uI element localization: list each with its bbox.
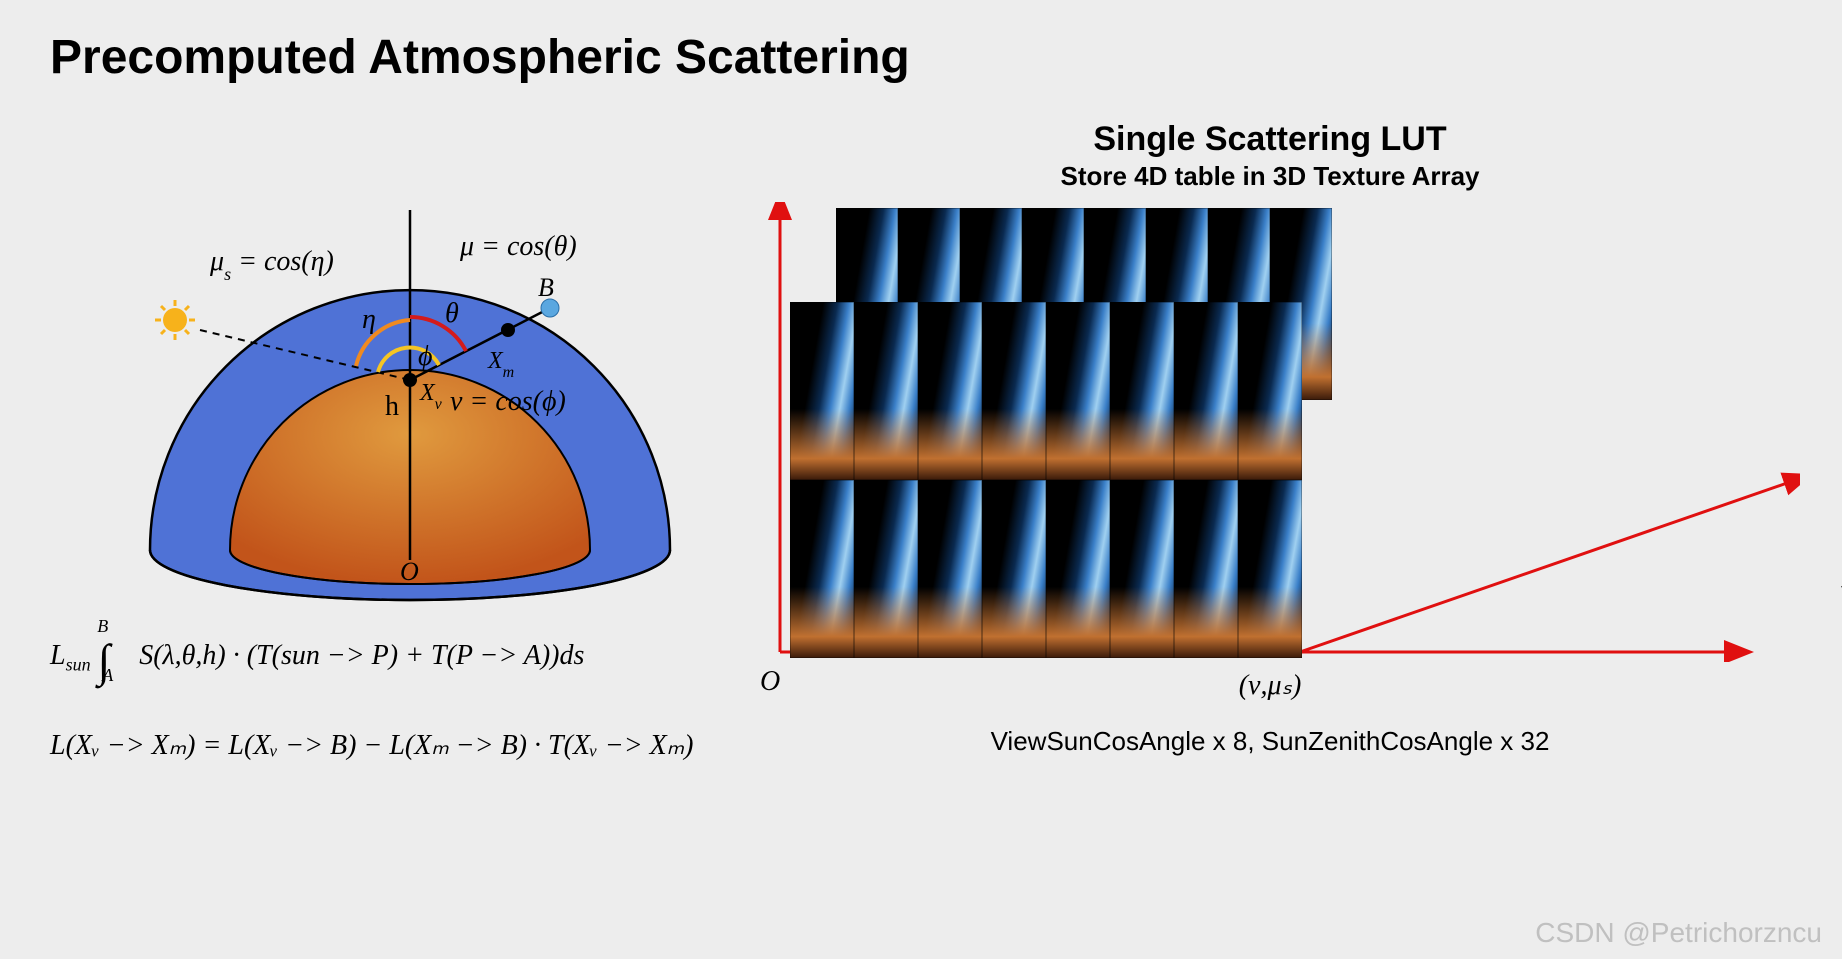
point-xv bbox=[403, 373, 417, 387]
lut-tile bbox=[1046, 480, 1110, 658]
label-O: O bbox=[400, 557, 419, 586]
label-h: h bbox=[385, 391, 399, 422]
lut-chart: ViewZenithCosAngle μ O (ν,μₛ) Height h V… bbox=[740, 202, 1800, 662]
x-axis-label: (ν,μₛ) bbox=[1239, 668, 1302, 702]
point-xm bbox=[501, 323, 515, 337]
lut-tile bbox=[790, 302, 854, 480]
lut-tiles-front bbox=[790, 302, 1302, 658]
scattering-diagram-svg: μs = cos(η) μ = cos(θ) ν = cos(ϕ) η θ ϕ … bbox=[90, 200, 740, 620]
equations-block: Lsun ∫AB S(λ,θ,h) · (T(sun −> P) + T(P −… bbox=[50, 620, 694, 771]
watermark: CSDN @Petrichorzncu bbox=[1535, 917, 1822, 949]
lut-tile bbox=[982, 302, 1046, 480]
lut-caption: ViewSunCosAngle x 8, SunZenithCosAngle x… bbox=[991, 726, 1550, 757]
lut-tile bbox=[1174, 480, 1238, 658]
label-mu-s: μs = cos(η) bbox=[209, 246, 334, 284]
equation-1: Lsun ∫AB S(λ,θ,h) · (T(sun −> P) + T(P −… bbox=[50, 620, 694, 703]
lut-tile bbox=[1046, 302, 1110, 480]
lut-tile bbox=[918, 302, 982, 480]
lut-tile bbox=[1110, 302, 1174, 480]
label-eta: η bbox=[362, 304, 376, 335]
lut-tile bbox=[790, 480, 854, 658]
label-phi: ϕ bbox=[418, 341, 433, 372]
sun-icon bbox=[155, 300, 195, 340]
equation-2: L(Xᵥ −> Xₘ) = L(Xᵥ −> B) − L(Xₘ −> B) · … bbox=[50, 721, 694, 771]
lut-subtitle: Store 4D table in 3D Texture Array bbox=[740, 161, 1800, 192]
lut-tile bbox=[1174, 302, 1238, 480]
scattering-diagram: μs = cos(η) μ = cos(θ) ν = cos(ϕ) η θ ϕ … bbox=[90, 200, 740, 620]
label-B: B bbox=[538, 273, 554, 302]
label-mu: μ = cos(θ) bbox=[459, 231, 577, 262]
lut-tile bbox=[854, 302, 918, 480]
lut-panel: Single Scattering LUT Store 4D table in … bbox=[740, 120, 1800, 662]
lut-tile bbox=[1238, 302, 1302, 480]
lut-tile bbox=[982, 480, 1046, 658]
h-axis-label: Height h bbox=[1835, 521, 1842, 609]
label-nu: ν = cos(ϕ) bbox=[450, 386, 566, 417]
lut-tile bbox=[1110, 480, 1174, 658]
lut-title: Single Scattering LUT bbox=[740, 120, 1800, 159]
lut-tile bbox=[918, 480, 982, 658]
page-title: Precomputed Atmospheric Scattering bbox=[50, 30, 910, 85]
label-theta: θ bbox=[445, 298, 459, 329]
lut-tile bbox=[1238, 480, 1302, 658]
lut-tile bbox=[854, 480, 918, 658]
origin-label: O bbox=[760, 666, 780, 698]
